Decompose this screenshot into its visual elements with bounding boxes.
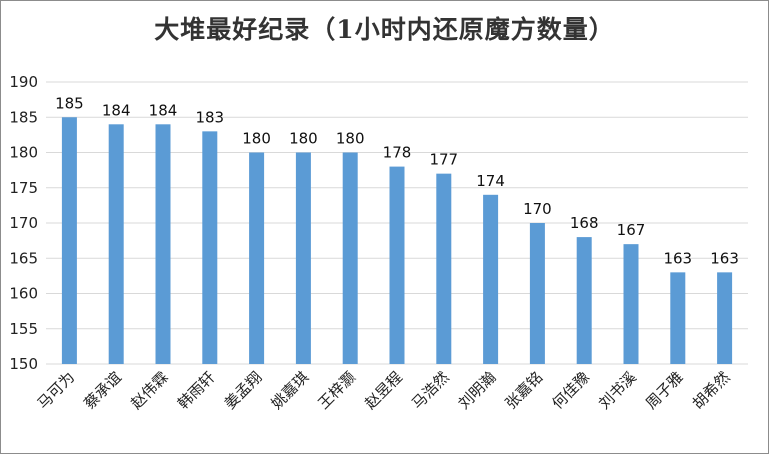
y-axis-ticks: 150 155 160 165 170 175 180 185 190 <box>9 73 38 373</box>
bar <box>483 194 499 364</box>
data-label: 184 <box>149 101 178 119</box>
bar <box>249 152 265 364</box>
bar <box>670 272 686 364</box>
chart-title: 大堆最好纪录（1小时内还原魔方数量） <box>154 15 615 44</box>
category-label: 赵伟霖 <box>127 368 172 413</box>
data-label: 183 <box>195 108 224 126</box>
bar <box>342 152 358 364</box>
data-label: 167 <box>617 221 646 239</box>
data-label: 163 <box>710 249 739 267</box>
bar <box>295 152 311 364</box>
bar <box>576 237 592 364</box>
category-label: 何佳豫 <box>548 368 593 413</box>
data-label: 163 <box>663 249 692 267</box>
category-label: 马浩然 <box>408 368 453 413</box>
bars <box>61 117 733 364</box>
y-tick-label: 150 <box>9 355 38 373</box>
category-label: 姜孟翔 <box>221 368 266 413</box>
data-label: 168 <box>570 214 599 232</box>
data-label: 178 <box>383 144 412 162</box>
data-label: 185 <box>55 94 84 112</box>
y-tick-label: 165 <box>9 249 38 267</box>
category-label: 马可为 <box>34 368 79 413</box>
bar <box>108 124 124 364</box>
category-label: 赵昱程 <box>361 368 406 413</box>
y-tick-label: 160 <box>9 285 38 303</box>
bar <box>202 131 218 364</box>
data-label: 177 <box>429 151 458 169</box>
bar <box>155 124 171 364</box>
data-label: 184 <box>102 101 131 119</box>
data-labels: 185 184 184 183 180 180 180 178 177 174 170 168 167 1… <box>55 94 739 267</box>
category-label: 姚嘉琪 <box>268 368 313 413</box>
bar <box>717 272 733 364</box>
bar <box>61 117 77 364</box>
category-label: 蔡承谊 <box>80 368 125 413</box>
y-tick-label: 190 <box>9 73 38 91</box>
bar <box>389 166 405 364</box>
data-label: 174 <box>476 172 505 190</box>
data-label: 180 <box>289 130 318 148</box>
y-tick-label: 170 <box>9 214 38 232</box>
bar <box>529 223 545 364</box>
y-tick-label: 175 <box>9 179 38 197</box>
category-label: 韩雨轩 <box>174 368 219 413</box>
x-axis-categories: 马可为 蔡承谊 赵伟霖 韩雨轩 姜孟翔 姚嘉琪 王梓灏 赵昱程 马浩然 刘明瀚 张嘉铭 何佳豫 刘书溪周… <box>34 368 734 413</box>
category-label: 周子雅 <box>642 368 687 413</box>
data-label: 180 <box>336 130 365 148</box>
bar <box>436 173 452 364</box>
bar <box>623 244 639 364</box>
y-tick-label: 180 <box>9 144 38 162</box>
category-label: 胡希然 <box>689 368 734 413</box>
category-label: 刘书溪 <box>595 368 640 413</box>
category-label: 王梓灏 <box>314 368 359 413</box>
category-label: 张嘉铭 <box>502 368 547 413</box>
y-tick-label: 155 <box>9 320 38 338</box>
data-label: 170 <box>523 200 552 218</box>
category-label: 刘明瀚 <box>455 368 500 413</box>
y-tick-label: 185 <box>9 108 38 126</box>
data-label: 180 <box>242 130 271 148</box>
